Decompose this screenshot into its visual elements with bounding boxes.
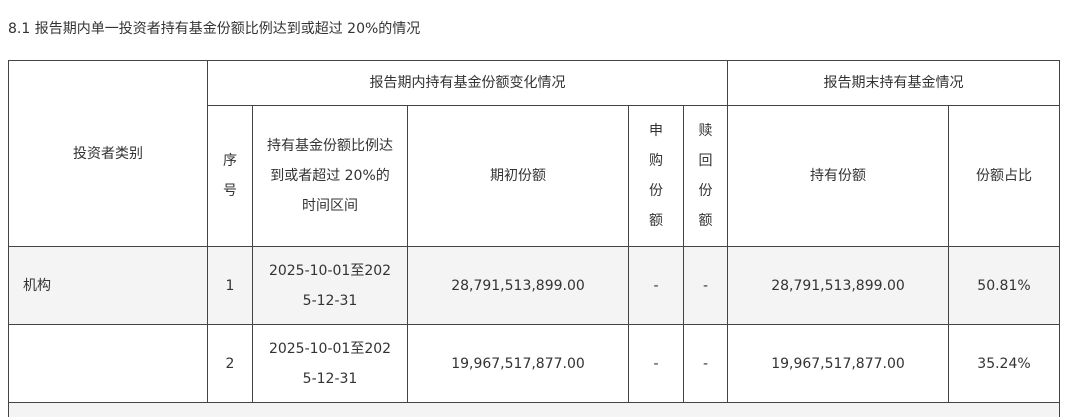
table-row: 2 2025-10-01至2025-12-31 19,967,517,877.0… <box>9 325 1060 403</box>
cell-period: 2025-10-01至2025-12-31 <box>253 247 408 325</box>
cell-redeem: - <box>684 247 728 325</box>
header-held: 持有份额 <box>728 106 949 247</box>
cell-ratio: 50.81% <box>949 247 1060 325</box>
cell-seq: 2 <box>208 325 253 403</box>
table-row-partial <box>9 403 1060 417</box>
cell-redeem: - <box>684 325 728 403</box>
cell-initial: 19,967,517,877.00 <box>408 325 629 403</box>
cell-held: 19,967,517,877.00 <box>728 325 949 403</box>
header-seq: 序号 <box>208 106 253 247</box>
cell-investor-type <box>9 325 208 403</box>
header-ratio: 份额占比 <box>949 106 1060 247</box>
cell-held: 28,791,513,899.00 <box>728 247 949 325</box>
cell-seq: 1 <box>208 247 253 325</box>
cell-period: 2025-10-01至2025-12-31 <box>253 325 408 403</box>
header-group-end: 报告期末持有基金情况 <box>728 61 1060 106</box>
header-investor-type: 投资者类别 <box>9 61 208 247</box>
cell-initial: 28,791,513,899.00 <box>408 247 629 325</box>
header-redeem: 赎回份额 <box>684 106 728 247</box>
header-group-change: 报告期内持有基金份额变化情况 <box>208 61 728 106</box>
header-initial: 期初份额 <box>408 106 629 247</box>
header-period: 持有基金份额比例达到或者超过 20%的时间区间 <box>253 106 408 247</box>
cell-investor-type: 机构 <box>9 247 208 325</box>
cell-subscribe: - <box>629 247 684 325</box>
section-title: 8.1 报告期内单一投资者持有基金份额比例达到或超过 20%的情况 <box>8 18 420 38</box>
cell-ratio: 35.24% <box>949 325 1060 403</box>
table-row: 机构 1 2025-10-01至2025-12-31 28,791,513,89… <box>9 247 1060 325</box>
holders-table: 投资者类别 报告期内持有基金份额变化情况 报告期末持有基金情况 序号 持有基金份… <box>8 60 1060 417</box>
cell-subscribe: - <box>629 325 684 403</box>
cell-partial <box>9 403 1060 417</box>
header-subscribe: 申购份额 <box>629 106 684 247</box>
